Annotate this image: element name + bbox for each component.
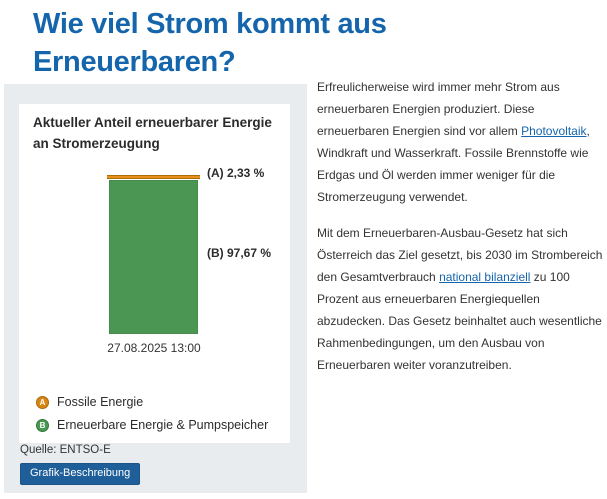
paragraph-text: Mit dem Erneuerbaren-Ausbau-Gesetz hat s…: [317, 226, 603, 284]
paragraph-text: , Windkraft und Wasserkraft. Fossile Bre…: [317, 124, 590, 204]
bar-data-label-fossil: (A) 2,33 %: [207, 166, 265, 180]
legend-item-renewable: B Erneuerbare Energie & Pumpspeicher: [36, 418, 268, 432]
legend-item-fossil: A Fossile Energie: [36, 395, 268, 409]
chart-card: Aktueller Anteil erneuerbarer Energie an…: [19, 104, 290, 443]
legend-badge-A: A: [36, 395, 49, 409]
stacked-bar: [107, 175, 200, 334]
graphic-description-button[interactable]: Grafik-Beschreibung: [20, 463, 141, 485]
article-paragraph-2: Mit dem Erneuerbaren-Ausbau-Gesetz hat s…: [317, 222, 604, 376]
national-bilanziell-link[interactable]: national bilanziell: [439, 270, 531, 284]
paragraph-text: Erfreulicherweise wird immer mehr Strom …: [317, 80, 560, 138]
chart-title: Aktueller Anteil erneuerbarer Energie an…: [33, 115, 272, 151]
statistics-panel: Aktueller Anteil erneuerbarer Energie an…: [4, 84, 307, 493]
bar-segment-fossil[interactable]: [107, 175, 200, 179]
chart-legend: A Fossile Energie B Erneuerbare Energie …: [36, 395, 268, 441]
legend-label-renewable: Erneuerbare Energie & Pumpspeicher: [57, 418, 269, 432]
article-paragraph-1: Erfreulicherweise wird immer mehr Strom …: [317, 76, 604, 208]
paragraph-text: zu 100 Prozent aus erneuerbaren Energieq…: [317, 270, 602, 372]
source-label: Quelle: ENTSO-E: [20, 444, 111, 456]
bar-segment-renewable[interactable]: [109, 180, 198, 334]
article-text: Erfreulicherweise wird immer mehr Strom …: [317, 76, 604, 390]
legend-badge-B: B: [36, 418, 49, 432]
legend-label-fossil: Fossile Energie: [57, 395, 144, 409]
x-axis-category-label: 27.08.2025 13:00: [107, 341, 201, 355]
page-title: Wie viel Strom kommt aus Erneuerbaren?: [33, 8, 387, 78]
photovoltaik-link[interactable]: Photovoltaik: [521, 124, 587, 138]
bar-data-label-renewable: (B) 97,67 %: [207, 246, 272, 260]
